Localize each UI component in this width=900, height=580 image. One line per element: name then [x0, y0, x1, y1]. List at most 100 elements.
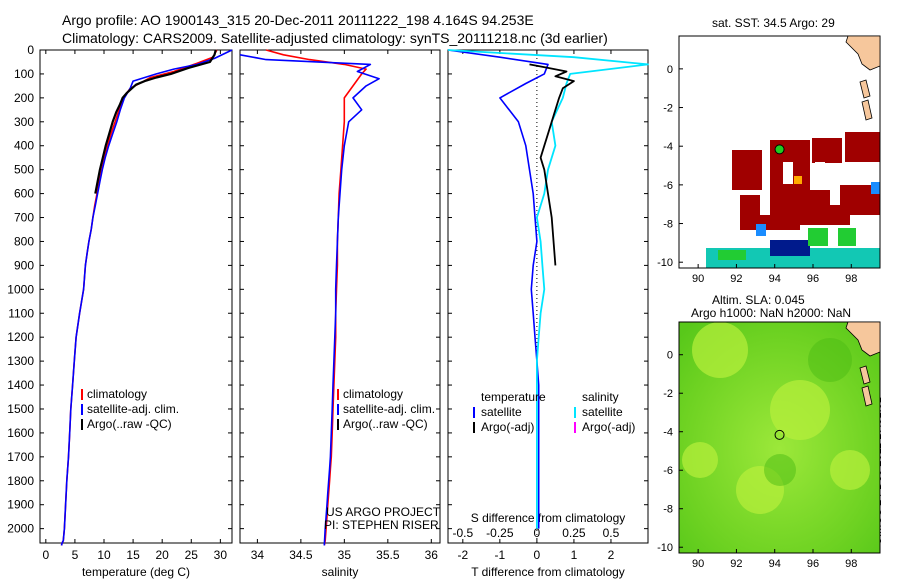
y-tick-label: 1700: [7, 450, 34, 464]
sst-cell-gap: [815, 162, 825, 174]
y-tick-label: 1100: [8, 306, 34, 320]
y-tick-label: 0: [27, 43, 34, 57]
legend-label: satellite: [481, 405, 522, 419]
panel-frame-difference: [447, 49, 649, 544]
sst-cell-hot: [794, 176, 802, 184]
x-tick-label-difference: 2: [608, 548, 615, 562]
series-line-climatology: [265, 49, 367, 546]
sst-cell-warm: [800, 205, 850, 225]
y-tick-label: 1800: [7, 474, 34, 488]
series-line-satellite-adj--clim-: [60, 49, 233, 546]
sla-y-tick-label: -8: [663, 504, 673, 516]
x-tick-label-temperature: 25: [185, 548, 199, 562]
y-tick-label: 400: [14, 139, 34, 153]
series-line-argo---raw--qc-: [94, 49, 217, 194]
sla-x-tick-label: 96: [807, 558, 819, 570]
x-axis-label-difference: T difference from climatology: [471, 565, 625, 579]
series-line-satellite: [447, 49, 649, 529]
sst-y-tick-label: -6: [663, 180, 673, 192]
sst-cell-cool: [756, 224, 766, 236]
sst-cell-cool: [871, 182, 880, 194]
x-tick-label-difference: 1: [571, 548, 578, 562]
sst-cell-cool: [770, 240, 810, 256]
sst-x-tick-label: 90: [692, 273, 704, 285]
sst-cell-band: [706, 248, 880, 268]
sla-blob: [692, 322, 748, 378]
salinity-diff-tick-label: -0.5: [452, 526, 473, 540]
legend-label: satellite-adj. clim.: [87, 402, 179, 416]
sla-coastline: [845, 321, 881, 357]
sst-map-title: sat. SST: 34.5 Argo: 29: [712, 16, 835, 30]
y-tick-label: 1600: [7, 426, 34, 440]
sst-cell-band: [808, 228, 828, 246]
y-tick-label: 1000: [7, 282, 34, 296]
y-tick-label: 200: [14, 91, 34, 105]
series-line-satellite: [447, 49, 549, 529]
sst-y-tick-label: -2: [663, 103, 673, 115]
sst-cell-band: [718, 250, 746, 260]
argo-float-marker: [774, 144, 785, 155]
sst-map-border: [678, 35, 881, 269]
pi-annotation: PI: STEPHEN RISER: [324, 518, 439, 532]
x-axis-label-salinity: salinity: [322, 565, 359, 579]
salinity-diff-tick-label: 0: [534, 526, 541, 540]
y-tick-label: 1500: [7, 402, 34, 416]
sst-cell-gap: [783, 162, 793, 184]
y-tick-label: 1400: [7, 378, 34, 392]
y-tick-label: 1300: [7, 354, 34, 368]
sst-x-tick-label: 92: [730, 273, 742, 285]
y-tick-label: 1900: [7, 498, 34, 512]
sla-y-tick-label: 0: [667, 350, 673, 362]
sst-island: [859, 79, 871, 99]
series-line-climatology: [60, 49, 218, 546]
y-tick-label: 600: [14, 187, 34, 201]
x-tick-label-salinity: 35.5: [376, 548, 400, 562]
plot-title-line1: Argo profile: AO 1900143_315 20-Dec-2011…: [62, 12, 534, 28]
x-tick-label-temperature: 15: [126, 548, 140, 562]
sla-blob: [830, 450, 870, 490]
sla-y-tick-label: -10: [657, 542, 673, 554]
sla-blob: [808, 338, 852, 382]
x-tick-label-temperature: 20: [156, 548, 170, 562]
legend-label: Argo(-adj): [481, 420, 534, 434]
legend-label: climatology: [343, 387, 403, 401]
sst-cell-warm: [740, 195, 760, 215]
x-tick-label-salinity: 35: [338, 548, 352, 562]
legend-label: satellite-adj. clim.: [343, 402, 435, 416]
y-tick-label: 300: [14, 115, 34, 129]
x-axis-label-temperature: temperature (deg C): [82, 565, 190, 579]
salinity-diff-tick-label: 0.25: [562, 526, 586, 540]
sla-blob: [770, 380, 830, 440]
sla-blob: [682, 442, 718, 478]
legend-label: Argo(..raw -QC): [343, 417, 428, 431]
sla-y-tick-label: -4: [663, 427, 673, 439]
sla-y-tick-label: -2: [663, 388, 673, 400]
x-tick-label-difference: -2: [457, 548, 468, 562]
sst-cell-warm: [740, 215, 800, 230]
legend-label: climatology: [87, 387, 147, 401]
sst-y-tick-label: -10: [657, 257, 673, 269]
x-tick-label-salinity: 36: [425, 548, 439, 562]
sla-map-border: [678, 321, 881, 554]
series-line-satellite-adj--clim-: [239, 54, 380, 546]
sst-y-tick-label: -8: [663, 219, 673, 231]
x-tick-label-difference: 0: [534, 548, 541, 562]
salinity-diff-tick-label: -0.25: [486, 526, 514, 540]
sla-x-tick-label: 94: [769, 558, 781, 570]
sst-x-tick-label: 98: [845, 273, 857, 285]
x-tick-label-temperature: 5: [72, 548, 79, 562]
y-tick-label: 500: [14, 163, 34, 177]
salinity-diff-axis-label: S difference from climatology: [471, 511, 626, 525]
x-tick-label-salinity: 34: [251, 548, 265, 562]
y-tick-label: 800: [14, 234, 34, 248]
legend-title-salinity: salinity: [582, 390, 619, 404]
y-tick-label: 1200: [7, 330, 34, 344]
salinity-diff-tick-label: 0.5: [603, 526, 620, 540]
sla-map-title-line1: Altim. SLA: 0.045: [712, 293, 805, 307]
sla-map-title-line2: Argo h1000: NaN h2000: NaN: [691, 306, 852, 320]
sst-y-tick-label: 0: [667, 64, 673, 76]
sst-cell-warm: [845, 132, 880, 162]
y-tick-label: 900: [14, 258, 34, 272]
sst-x-tick-label: 96: [807, 273, 819, 285]
